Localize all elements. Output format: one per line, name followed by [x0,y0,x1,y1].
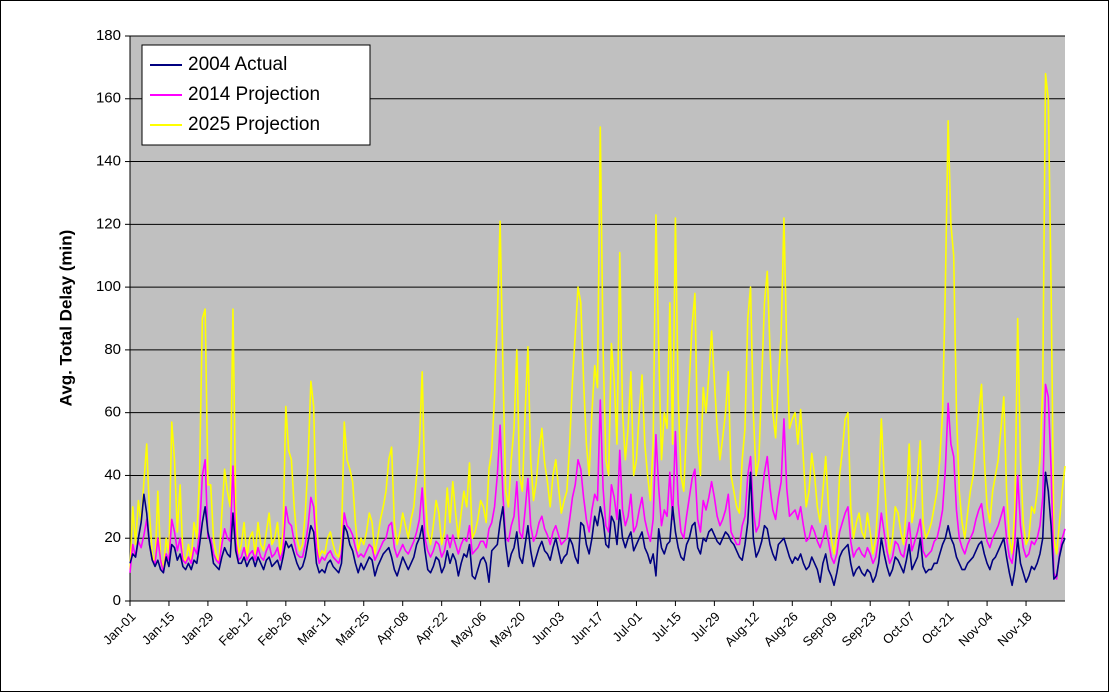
y-tick-label: 60 [104,404,121,421]
series-line [129,383,1066,580]
y-axis-label: Avg. Total Delay (min) [56,230,75,407]
y-tick-label: 0 [113,592,121,609]
y-tick-label: 160 [96,90,121,107]
series-line [129,72,1066,571]
y-tick-label: 20 [104,529,121,546]
y-tick-label: 100 [96,278,121,295]
y-tick-label: 40 [104,466,121,483]
legend-label: 2025 Projection [188,114,320,135]
legend-label: 2004 Actual [188,54,287,75]
y-tick-label: 140 [96,153,121,170]
y-tick-label: 180 [96,27,121,44]
y-tick-label: 120 [96,215,121,232]
legend-label: 2014 Projection [188,84,320,105]
series-line [129,471,1066,587]
y-tick-label: 80 [104,341,121,358]
